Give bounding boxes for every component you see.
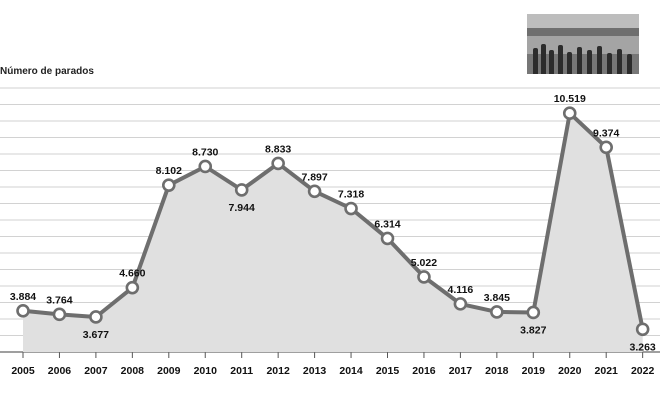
x-tick-label: 2017 [449,365,473,377]
data-point [307,184,322,199]
data-label: 3.764 [46,294,72,306]
data-point [599,140,614,155]
data-label: 8.730 [192,146,218,158]
data-point [234,183,249,197]
data-label: 7.944 [229,202,255,214]
data-point [271,156,285,171]
x-tick-label: 2020 [558,365,582,377]
data-label: 3.884 [10,291,36,303]
data-point [125,280,140,295]
data-point [380,231,395,246]
x-tick-label: 2005 [11,365,35,377]
data-points [16,106,650,337]
data-label: 3.677 [83,329,109,341]
x-tick-label: 2006 [48,365,72,377]
x-tick-label: 2015 [376,365,400,377]
data-label: 5.022 [411,257,437,269]
x-tick-label: 2021 [595,365,619,377]
data-point [52,307,67,322]
area-fill [23,113,643,352]
data-label: 3.845 [484,292,510,304]
y-axis-label: Número de parados [0,66,94,77]
data-label: 8.833 [265,143,291,155]
x-tick-label: 2022 [631,365,655,377]
data-point [526,305,541,320]
x-tick-label: 2014 [339,365,363,377]
data-point [562,106,577,121]
data-label: 10.519 [554,93,586,105]
data-point [417,270,431,284]
data-point [16,303,30,318]
x-tick-label: 2019 [522,365,546,377]
x-tick-label: 2012 [266,365,290,377]
x-axis-ticks: 2005 2006 2007 2008 2009 2010 2011 2012 2013 2014… [11,365,654,377]
data-point [162,178,176,192]
x-tick-label: 2013 [303,365,327,377]
x-tick-label: 2018 [485,365,509,377]
data-point [198,159,213,174]
data-label: 6.314 [374,218,400,230]
x-tick-label: 2016 [412,365,436,377]
data-label: 7.897 [301,171,327,183]
data-label: 4.660 [119,268,145,280]
data-label: 8.102 [156,165,182,177]
data-point [453,297,468,311]
data-point [344,201,358,216]
data-label: 9.374 [593,127,619,139]
data-label: 3.263 [630,341,656,353]
data-labels: 3.884 3.764 3.677 4.660 8.102 8.730 7.944 8.833… [10,93,656,353]
data-label: 4.116 [448,284,474,296]
data-point [635,322,650,337]
data-label: 7.318 [338,189,364,201]
street-crowd-photo [527,14,639,74]
x-tick-label: 2008 [121,365,145,377]
x-tick-label: 2007 [84,365,108,377]
x-tick-label: 2011 [230,365,253,377]
data-label: 3.827 [520,324,546,336]
data-point [89,310,103,324]
series-line [22,111,645,330]
x-tick-label: 2010 [194,365,218,377]
x-tick-label: 2009 [157,365,181,377]
data-point [490,305,504,319]
